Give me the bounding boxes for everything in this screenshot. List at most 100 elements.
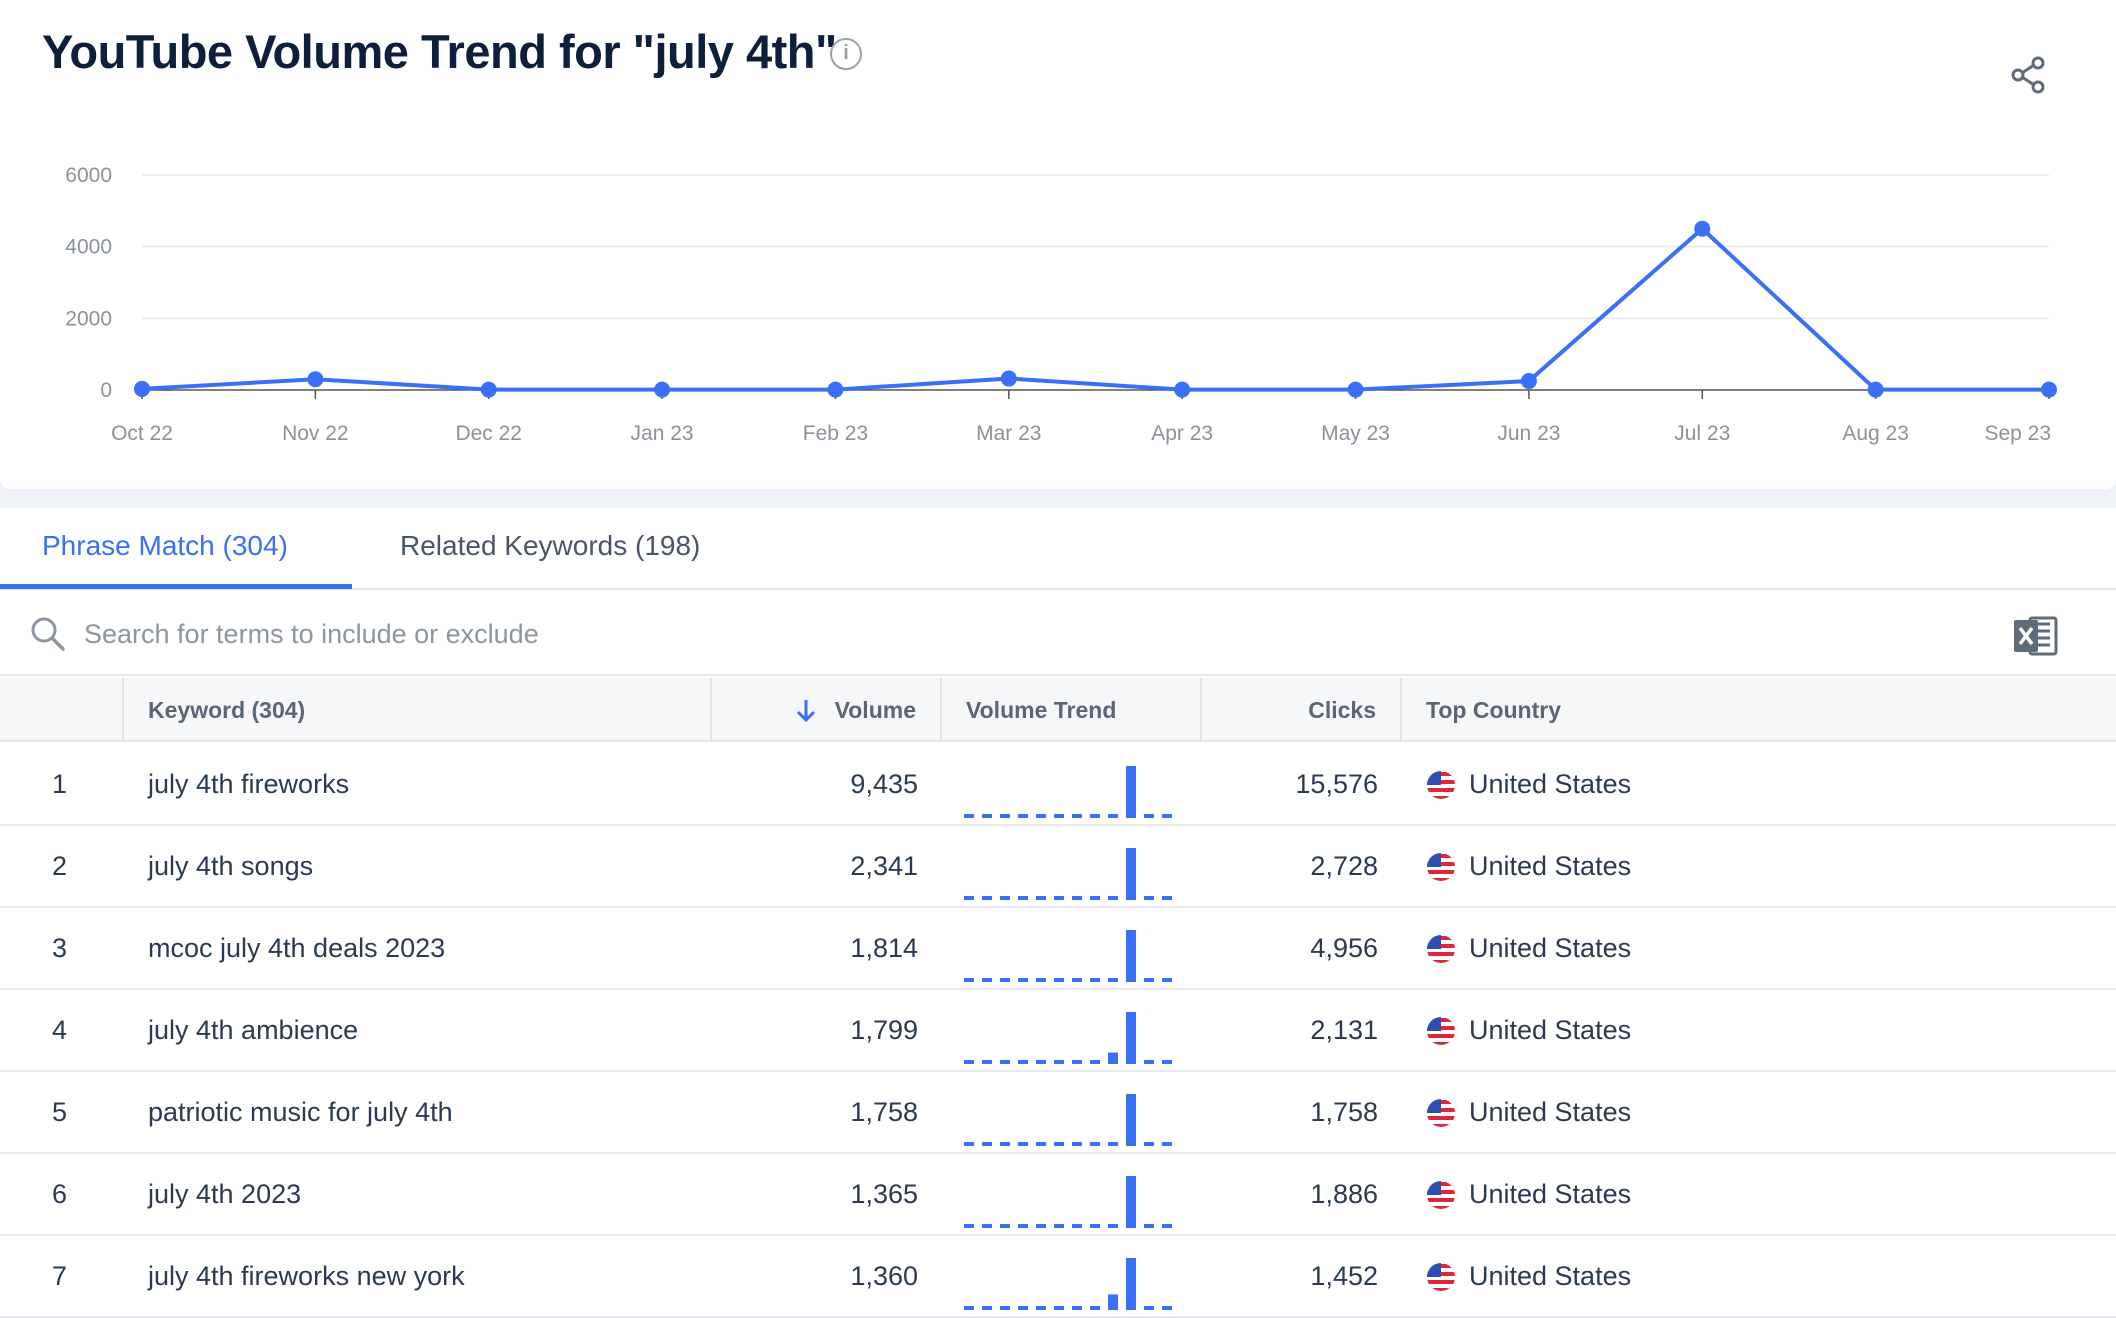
- data-point[interactable]: [1000, 370, 1017, 387]
- info-icon[interactable]: i: [830, 38, 862, 70]
- sparkline-bar: [1000, 1060, 1010, 1064]
- excel-export-icon[interactable]: [2012, 614, 2058, 658]
- volume-trend-sparkline: [964, 848, 1172, 900]
- data-point[interactable]: [1174, 381, 1191, 398]
- data-point[interactable]: [1520, 373, 1537, 390]
- x-tick-label: Sep 23: [1984, 422, 2051, 445]
- x-tick-label: Oct 22: [111, 422, 173, 445]
- sparkline-bar: [1090, 1060, 1100, 1064]
- volume-header[interactable]: Volume: [834, 697, 916, 723]
- volume-trend-sparkline: [964, 930, 1172, 982]
- sparkline-bar: [1162, 978, 1172, 982]
- sparkline-bar: [1144, 1306, 1154, 1310]
- sparkline-bar: [1054, 1060, 1064, 1064]
- tab-bar: Phrase Match (304) Related Keywords (198…: [0, 508, 2116, 590]
- sparkline-bar: [1054, 1306, 1064, 1310]
- table-row[interactable]: 6 july 4th 2023 1,365 1,886 United State…: [0, 1154, 2116, 1236]
- sparkline-bar: [1090, 1306, 1100, 1310]
- sparkline-bar: [964, 1142, 974, 1146]
- sparkline-bar: [1036, 896, 1046, 900]
- row-number: 6: [52, 1179, 68, 1209]
- table-row[interactable]: 4 july 4th ambience 1,799 2,131 United S…: [0, 990, 2116, 1072]
- sparkline-bar: [1144, 1224, 1154, 1228]
- sparkline-bar: [1036, 1142, 1046, 1146]
- data-point[interactable]: [1347, 381, 1364, 398]
- data-point[interactable]: [1694, 220, 1711, 237]
- table-row[interactable]: 2 july 4th songs 2,341 2,728 United Stat…: [0, 826, 2116, 908]
- sparkline-bar: [1072, 1306, 1082, 1310]
- us-flag-icon: [1427, 1017, 1455, 1045]
- sparkline-bar: [1054, 978, 1064, 982]
- keyword-link[interactable]: july 4th ambience: [148, 1015, 359, 1045]
- sparkline-bar: [1000, 1142, 1010, 1146]
- volume-trend-header: Volume Trend: [966, 697, 1117, 723]
- sparkline-bar: [1144, 978, 1154, 982]
- top-country-header[interactable]: Top Country: [1426, 697, 1561, 723]
- search-input[interactable]: [84, 610, 1584, 658]
- sparkline-bar: [1108, 1142, 1118, 1146]
- sparkline-bar: [1108, 896, 1118, 900]
- table-row[interactable]: 7 july 4th fireworks new york 1,360 1,45…: [0, 1236, 2116, 1318]
- data-point[interactable]: [1867, 381, 1884, 398]
- y-tick-label: 0: [100, 379, 112, 402]
- x-tick-label: Jun 23: [1497, 422, 1560, 445]
- sparkline-bar: [1018, 1060, 1028, 1064]
- sparkline-bar: [982, 1224, 992, 1228]
- country-name: United States: [1469, 1015, 1632, 1045]
- table-row[interactable]: 1 july 4th fireworks 9,435 15,576 United…: [0, 744, 2116, 826]
- sparkline-bar: [1090, 1142, 1100, 1146]
- sparkline-bar: [1000, 1224, 1010, 1228]
- row-number: 3: [52, 933, 68, 963]
- data-point[interactable]: [134, 380, 150, 397]
- keyword-link[interactable]: july 4th songs: [148, 851, 314, 881]
- data-point[interactable]: [307, 371, 324, 388]
- share-icon[interactable]: [2010, 56, 2046, 94]
- table-row[interactable]: 3 mcoc july 4th deals 2023 1,814 4,956 U…: [0, 908, 2116, 990]
- sparkline-bar: [1108, 978, 1118, 982]
- sparkline-bar: [964, 814, 974, 818]
- sparkline-bar: [982, 896, 992, 900]
- sparkline-bar: [1054, 896, 1064, 900]
- clicks-header[interactable]: Clicks: [1308, 697, 1376, 723]
- keyword-link[interactable]: july 4th fireworks: [148, 769, 350, 799]
- sparkline-bar: [1126, 1094, 1136, 1146]
- tab-phrase-match[interactable]: Phrase Match (304): [42, 530, 288, 561]
- sparkline-bar: [1036, 814, 1046, 818]
- sparkline-bar: [1072, 1224, 1082, 1228]
- sparkline-bar: [1108, 1294, 1118, 1310]
- data-point[interactable]: [2041, 381, 2057, 398]
- x-tick-label: Jan 23: [631, 422, 694, 445]
- data-point[interactable]: [654, 381, 671, 398]
- data-point[interactable]: [827, 381, 844, 398]
- sparkline-bar: [1054, 814, 1064, 818]
- data-point[interactable]: [480, 381, 497, 398]
- x-tick-label: Jul 23: [1674, 422, 1730, 445]
- sort-down-icon[interactable]: [794, 698, 818, 724]
- x-tick-label: Nov 22: [282, 422, 349, 445]
- keyword-link[interactable]: july 4th fireworks new york: [148, 1261, 465, 1291]
- volume-trend-sparkline: [964, 1176, 1172, 1228]
- keyword-link[interactable]: july 4th 2023: [148, 1179, 302, 1209]
- tab-related-keywords[interactable]: Related Keywords (198): [400, 530, 701, 561]
- sparkline-bar: [1036, 1224, 1046, 1228]
- sparkline-bar: [1108, 814, 1118, 818]
- sparkline-bar: [1108, 1052, 1118, 1064]
- us-flag-icon: [1427, 1263, 1455, 1291]
- keyword-link[interactable]: mcoc july 4th deals 2023: [148, 933, 446, 963]
- sparkline-bar: [1072, 896, 1082, 900]
- sparkline-bar: [1000, 814, 1010, 818]
- sparkline-bar: [1162, 1306, 1172, 1310]
- sparkline-bar: [1126, 848, 1136, 900]
- sparkline-bar: [1144, 1060, 1154, 1064]
- sparkline-bar: [964, 1224, 974, 1228]
- x-tick-label: Aug 23: [1842, 422, 1909, 445]
- row-number: 4: [52, 1015, 68, 1045]
- keyword-link[interactable]: patriotic music for july 4th: [148, 1097, 453, 1127]
- search-icon: [31, 617, 65, 651]
- sparkline-bar: [1000, 896, 1010, 900]
- keyword-header[interactable]: Keyword (304): [148, 697, 306, 723]
- keywords-panel: Phrase Match (304) Related Keywords (198…: [0, 508, 2116, 1318]
- us-flag-icon: [1427, 853, 1455, 881]
- volume-value: 1,360: [850, 1261, 918, 1291]
- table-row[interactable]: 5 patriotic music for july 4th 1,758 1,7…: [0, 1072, 2116, 1154]
